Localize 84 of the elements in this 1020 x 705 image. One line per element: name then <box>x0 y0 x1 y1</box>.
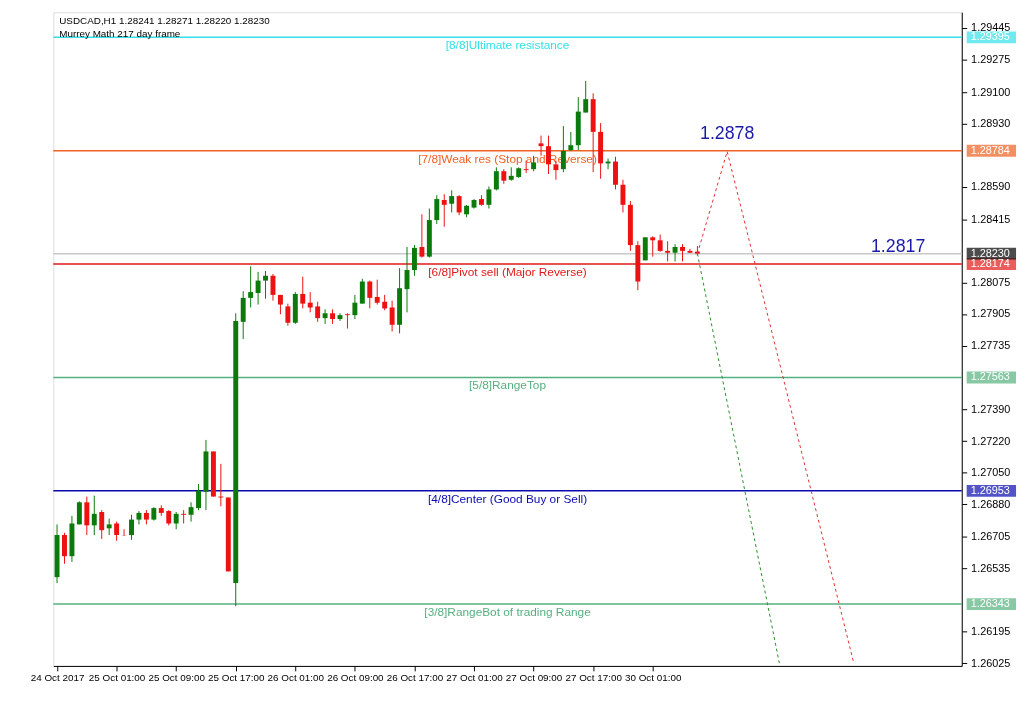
x-tick-label: 27 Oct 01:00 <box>446 672 504 684</box>
candlestick <box>114 521 120 542</box>
y-tick-label: 1.26953 <box>970 483 1010 496</box>
y-tick-label: 1.28784 <box>970 143 1010 156</box>
candlestick <box>240 290 246 340</box>
candlestick <box>352 294 358 320</box>
ref-line-label: [3/8]RangeBot of trading Range <box>424 604 592 619</box>
candlestick <box>419 213 425 259</box>
y-tick-label: 1.27905 <box>971 307 1011 320</box>
candlestick <box>411 244 417 277</box>
candlestick <box>263 270 268 300</box>
candlestick <box>99 509 105 540</box>
y-tick-label: 1.27050 <box>971 466 1011 479</box>
text: Murrey Math 217 day frame <box>59 27 181 39</box>
x-tick-label: 30 Oct 01:00 <box>624 672 682 684</box>
candlestick <box>665 240 671 262</box>
candlestick <box>248 265 254 309</box>
candlestick <box>91 495 97 536</box>
y-tick-label: 1.26535 <box>971 561 1011 574</box>
y-tick-label: 1.26343 <box>970 597 1010 610</box>
candlestick <box>672 243 678 262</box>
annotation: 1.2817 <box>870 235 926 256</box>
x-tick-label: 26 Oct 09:00 <box>327 672 385 684</box>
candlestick <box>129 514 134 541</box>
candlestick <box>300 276 306 309</box>
candlestick <box>285 303 291 327</box>
candlestick <box>136 510 142 525</box>
candlestick <box>315 301 321 323</box>
candlestick <box>568 131 574 152</box>
y-tick-label: 1.26880 <box>971 497 1011 510</box>
annotation: 1.2878 <box>700 122 755 143</box>
candlestick <box>538 135 544 157</box>
candlestick <box>62 532 67 565</box>
candlestick <box>322 308 328 325</box>
y-tick-label: 1.27735 <box>971 339 1011 352</box>
candlestick <box>687 248 693 254</box>
candlestick <box>84 496 90 536</box>
candlestick <box>434 194 440 225</box>
ref-line-label: [5/8]RangeTop <box>469 378 547 393</box>
x-tick-label: 26 Oct 01:00 <box>267 672 325 684</box>
candlestick <box>344 312 350 329</box>
candlestick <box>196 483 201 511</box>
x-tick-label: 27 Oct 09:00 <box>505 672 563 684</box>
candlestick <box>374 279 380 306</box>
candlestick <box>441 193 447 228</box>
candlestick <box>583 80 589 114</box>
y-tick-label: 1.27220 <box>971 434 1011 447</box>
y-tick-label: 1.27563 <box>970 370 1010 383</box>
x-tick-label: 25 Oct 01:00 <box>88 672 146 684</box>
candlestick <box>613 156 618 190</box>
ref-line-label: [6/8]Pivot sell (Major Reverse) <box>428 264 587 279</box>
candlestick <box>456 194 462 216</box>
candlestick <box>486 185 492 210</box>
y-tick-label: 1.28075 <box>971 275 1011 288</box>
y-tick-label: 1.26705 <box>971 530 1011 543</box>
y-tick-label: 1.28174 <box>970 257 1010 270</box>
candlestick <box>650 235 656 258</box>
y-tick-label: 1.26025 <box>971 656 1011 669</box>
ref-line-label: [8/8]Ultimate resistance <box>445 38 570 53</box>
y-tick-label: 1.28415 <box>971 212 1011 225</box>
y-tick-label: 1.29275 <box>971 53 1011 66</box>
candlestick <box>255 271 261 306</box>
y-tick-label: 1.26195 <box>971 625 1011 638</box>
x-tick-label: 25 Oct 09:00 <box>148 672 206 684</box>
x-tick-label: 24 Oct 2017 <box>30 672 85 684</box>
y-tick-label: 1.28230 <box>970 246 1010 259</box>
candlestick <box>449 189 455 213</box>
x-tick-label: 25 Oct 17:00 <box>208 672 265 684</box>
y-tick-label: 1.29100 <box>971 85 1011 98</box>
candlestick <box>181 509 187 524</box>
ref-line-label: [4/8]Center (Good Buy or Sell) <box>427 491 588 506</box>
x-tick-label: 26 Oct 17:00 <box>386 672 444 684</box>
candlestick <box>359 278 365 305</box>
candlestick <box>188 501 194 523</box>
candlestick <box>307 291 313 313</box>
candlestick <box>367 280 373 309</box>
y-tick-label: 1.28930 <box>971 117 1011 130</box>
x-tick-label: 27 Oct 17:00 <box>565 672 623 684</box>
candlestick <box>493 166 499 191</box>
y-tick-label: 1.28590 <box>971 180 1011 193</box>
candlestick <box>389 300 395 332</box>
chart-title: USDCAD,H1 1.28241 1.28271 1.28220 1.28230 <box>59 15 271 27</box>
candlestick <box>620 179 626 213</box>
y-tick-label: 1.27390 <box>971 403 1011 416</box>
